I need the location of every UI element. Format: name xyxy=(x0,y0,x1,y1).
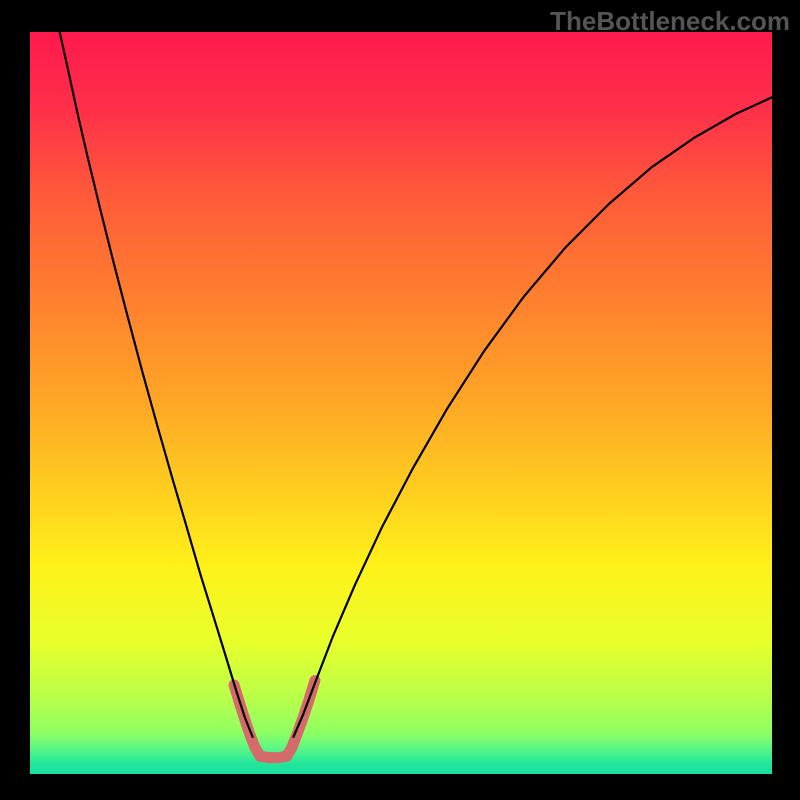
chart-container: TheBottleneck.com xyxy=(0,0,800,800)
gradient-background xyxy=(30,32,772,774)
plot-area xyxy=(30,32,772,774)
watermark-text: TheBottleneck.com xyxy=(550,6,790,37)
